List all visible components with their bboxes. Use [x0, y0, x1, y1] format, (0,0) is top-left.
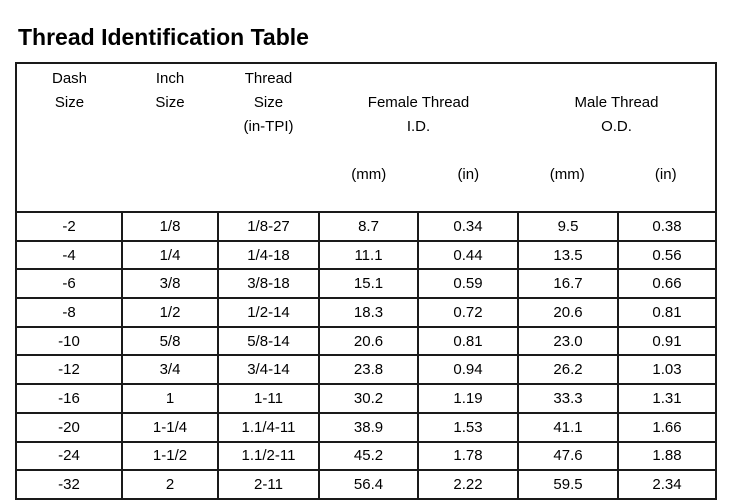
female-in-unit-label: (in) — [457, 166, 480, 183]
table-cell: 2-11 — [217, 469, 320, 500]
table-cell: 45.2 — [318, 440, 419, 472]
table-cell: 20.6 — [517, 297, 620, 328]
table-cell: 15.1 — [318, 268, 419, 300]
table-header: Dash Size Inch Size Thread Size (in-TPI)… — [16, 63, 717, 213]
thread-identification-table: Dash Size Inch Size Thread Size (in-TPI)… — [15, 62, 718, 500]
table-cell: 3/8 — [121, 268, 219, 300]
female-thread-units: (mm) (in) — [319, 163, 518, 187]
table-cell: 1.78 — [416, 440, 520, 472]
male-in-unit-label: (in) — [654, 166, 677, 183]
table-cell: 0.81 — [617, 297, 718, 328]
table-row: -8 1/2 1/2-14 18.3 0.72 20.6 0.81 — [15, 297, 718, 328]
table-row: -24 1-1/2 1.1/2-11 45.2 1.78 47.6 1.88 — [15, 440, 718, 472]
female-thread-group-label: Female Thread I.D. — [367, 94, 470, 135]
table-cell: 33.3 — [517, 383, 620, 414]
table-cell: 59.5 — [517, 469, 620, 500]
column-header-thread-size: Thread Size (in-TPI) — [218, 63, 319, 213]
table-cell: 1 — [121, 383, 219, 414]
table-cell: 8.7 — [318, 211, 419, 242]
table-cell: -24 — [15, 440, 123, 472]
table-cell: 2.34 — [617, 469, 718, 500]
table-cell: 1.53 — [416, 411, 520, 443]
table-row: -4 1/4 1/4-18 11.1 0.44 13.5 0.56 — [15, 239, 718, 271]
table-cell: 1.66 — [617, 411, 718, 443]
table-cell: 23.0 — [517, 325, 620, 357]
table-body: -2 1/8 1/8-27 8.7 0.34 9.5 0.38 -4 1/4 1/4-18 11.1… — [15, 211, 718, 500]
table-cell: 0.34 — [416, 211, 520, 242]
table-cell: 1.03 — [617, 354, 718, 386]
table-cell: 1-1/4 — [121, 411, 219, 443]
table-cell: 1.88 — [617, 440, 718, 472]
table-cell: 5/8-14 — [217, 325, 320, 357]
table-cell: 0.81 — [416, 325, 520, 357]
table-cell: 1/2 — [121, 297, 219, 328]
table-cell: 20.6 — [318, 325, 419, 357]
column-header-male-thread-od: Male Thread O.D. (mm) (in) — [518, 63, 717, 213]
table-cell: -12 — [15, 354, 123, 386]
table-cell: 1.19 — [416, 383, 520, 414]
male-thread-units: (mm) (in) — [518, 163, 715, 187]
table-cell: 38.9 — [318, 411, 419, 443]
table-cell: 1.31 — [617, 383, 718, 414]
table-cell: 2 — [121, 469, 219, 500]
table-cell: 5/8 — [121, 325, 219, 357]
table-cell: 23.8 — [318, 354, 419, 386]
table-row: -2 1/8 1/8-27 8.7 0.34 9.5 0.38 — [15, 211, 718, 242]
table-cell: 1/2-14 — [217, 297, 320, 328]
table-cell: 47.6 — [517, 440, 620, 472]
table-cell: 0.91 — [617, 325, 718, 357]
table-cell: 1.1/2-11 — [217, 440, 320, 472]
table-cell: -16 — [15, 383, 123, 414]
table-cell: 9.5 — [517, 211, 620, 242]
table-cell: 1/4 — [121, 239, 219, 271]
table-cell: 0.44 — [416, 239, 520, 271]
male-mm-unit-label: (mm) — [549, 166, 585, 183]
table-cell: 3/8-18 — [217, 268, 320, 300]
table-cell: -4 — [15, 239, 123, 271]
table-cell: 41.1 — [517, 411, 620, 443]
table-cell: 1.1/4-11 — [217, 411, 320, 443]
table-row: -6 3/8 3/8-18 15.1 0.59 16.7 0.66 — [15, 268, 718, 300]
table-row: -32 2 2-11 56.4 2.22 59.5 2.34 — [15, 469, 718, 500]
table-cell: -8 — [15, 297, 123, 328]
table-cell: 0.59 — [416, 268, 520, 300]
table-row: -12 3/4 3/4-14 23.8 0.94 26.2 1.03 — [15, 354, 718, 386]
table-cell: 1-1/2 — [121, 440, 219, 472]
table-cell: -6 — [15, 268, 123, 300]
female-mm-unit-label: (mm) — [351, 166, 387, 183]
table-cell: 13.5 — [517, 239, 620, 271]
table-cell: 0.56 — [617, 239, 718, 271]
table-cell: 3/4-14 — [217, 354, 320, 386]
table-cell: -2 — [15, 211, 123, 242]
table-row: -20 1-1/4 1.1/4-11 38.9 1.53 41.1 1.66 — [15, 411, 718, 443]
table-cell: 1/8-27 — [217, 211, 320, 242]
table-cell: 16.7 — [517, 268, 620, 300]
column-header-female-thread-id: Female Thread I.D. (mm) (in) — [319, 63, 519, 213]
male-thread-group-label: Male Thread O.D. — [574, 94, 659, 135]
table-cell: 11.1 — [318, 239, 419, 271]
table-cell: -20 — [15, 411, 123, 443]
table-cell: 56.4 — [318, 469, 419, 500]
table-cell: -10 — [15, 325, 123, 357]
table-cell: 0.72 — [416, 297, 520, 328]
column-header-dash-size: Dash Size — [16, 63, 122, 213]
table-row: -16 1 1-11 30.2 1.19 33.3 1.31 — [15, 383, 718, 414]
table-row: -10 5/8 5/8-14 20.6 0.81 23.0 0.91 — [15, 325, 718, 357]
column-header-inch-size: Inch Size — [122, 63, 218, 213]
table-cell: 3/4 — [121, 354, 219, 386]
table-cell: 1-11 — [217, 383, 320, 414]
header-row: Dash Size Inch Size Thread Size (in-TPI)… — [16, 63, 717, 213]
table-cell: -32 — [15, 469, 123, 500]
table-cell: 0.94 — [416, 354, 520, 386]
table-cell: 30.2 — [318, 383, 419, 414]
table-cell: 26.2 — [517, 354, 620, 386]
table-cell: 18.3 — [318, 297, 419, 328]
table-cell: 1/8 — [121, 211, 219, 242]
table-cell: 0.38 — [617, 211, 718, 242]
table-cell: 1/4-18 — [217, 239, 320, 271]
table-cell: 0.66 — [617, 268, 718, 300]
table-cell: 2.22 — [416, 469, 520, 500]
page-title: Thread Identification Table — [18, 24, 309, 51]
